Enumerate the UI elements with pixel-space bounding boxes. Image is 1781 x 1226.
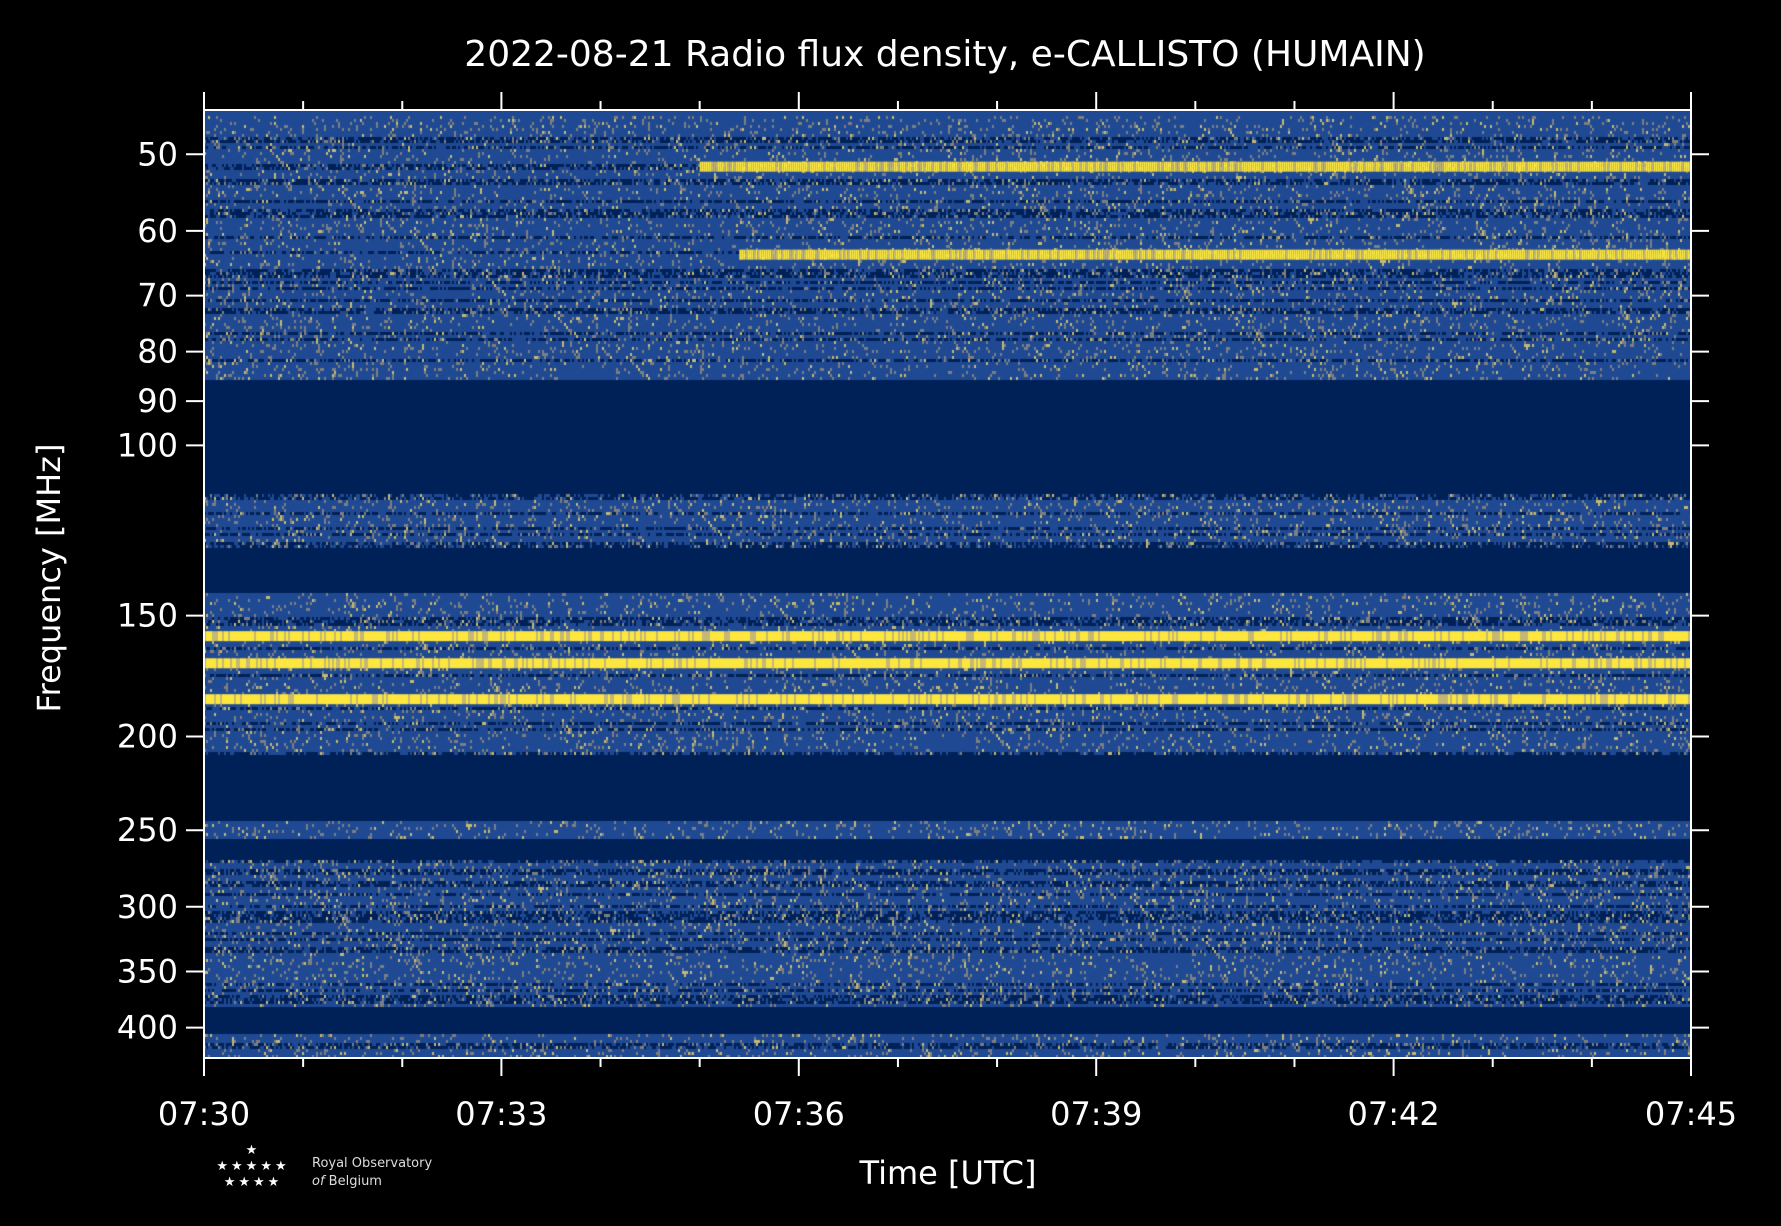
x-tick-label: 07:45 (1645, 1095, 1737, 1133)
x-axis-label: Time [UTC] (859, 1154, 1037, 1192)
y-tick-label: 80 (137, 333, 178, 371)
x-axis: 07:30 07:33 07:36 07:39 07:42 07:45 (158, 92, 1737, 1133)
y-tick-label: 90 (137, 382, 178, 420)
spectrogram-image (204, 110, 1691, 1058)
x-tick-label: 07:36 (753, 1095, 845, 1133)
y-tick-label: 60 (137, 212, 178, 250)
y-tick-label: 50 (137, 135, 178, 173)
y-tick-label: 200 (117, 718, 178, 756)
y-tick-label: 150 (117, 597, 178, 635)
y-tick-label: 350 (117, 953, 178, 991)
y-tick-label: 100 (117, 426, 178, 464)
royal-observatory-logo: ★ ★★★★★ ★★★★ Royal Observatory of Belgiu… (208, 1143, 468, 1203)
y-tick-label: 300 (117, 888, 178, 926)
stars-icon: ★ ★★★★★ ★★★★ (216, 1143, 290, 1190)
chart-title: 2022-08-21 Radio flux density, e-CALLIST… (464, 34, 1425, 75)
x-tick-label: 07:42 (1347, 1095, 1439, 1133)
x-tick-label: 07:30 (158, 1095, 250, 1133)
plot-frame (203, 109, 1692, 1059)
y-tick-label: 70 (137, 277, 178, 315)
y-tick-label: 400 (117, 1009, 178, 1047)
plot-area (203, 109, 1692, 1059)
logo-text: Royal Observatory of Belgium (312, 1156, 433, 1189)
y-axis: 50 60 70 80 90 100 150 200 250 300 350 400 (117, 135, 1709, 1047)
y-tick-label: 250 (117, 811, 178, 849)
x-tick-label: 07:39 (1050, 1095, 1142, 1133)
y-axis-label: Frequency [MHz] (30, 444, 68, 713)
x-tick-label: 07:33 (455, 1095, 547, 1133)
